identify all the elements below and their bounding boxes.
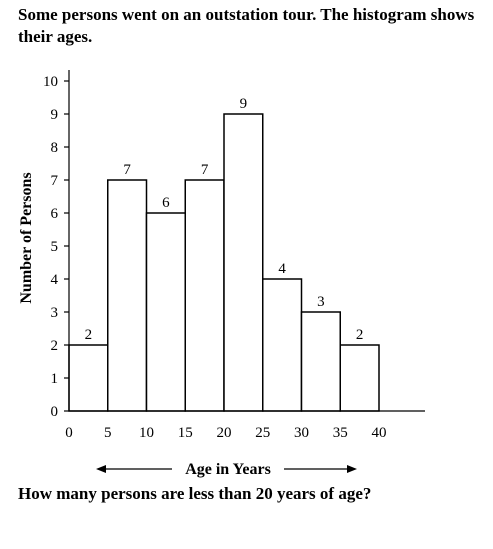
x-tick-label-5: 5: [104, 425, 112, 441]
question-prompt: How many persons are less than 20 years …: [18, 484, 372, 503]
bar-0-5: [68, 344, 109, 412]
x-tick-label-10: 10: [139, 425, 154, 441]
bar-10-15: [145, 212, 186, 412]
x-tick-label-15: 15: [178, 425, 193, 441]
y-tick-label-7: 7: [51, 173, 59, 189]
axes: [68, 70, 425, 412]
data-labels: 2 7 6 7 9 4 3 2: [85, 96, 364, 343]
y-tick-label-10: 10: [43, 74, 58, 90]
data-label-35-40: 2: [356, 327, 364, 343]
x-tick-labels: 0 5 10 15 20 25 30 35 40: [65, 425, 386, 441]
x-tick-label-30: 30: [294, 425, 309, 441]
bar-25-30: [262, 278, 303, 412]
x-tick-label-20: 20: [217, 425, 232, 441]
y-tick-label-4: 4: [51, 272, 59, 288]
x-axis-arrowhead-left: [96, 465, 106, 473]
bar-15-20: [184, 179, 225, 412]
x-axis-title: Age in Years: [185, 461, 271, 478]
y-tick-label-1: 1: [51, 371, 59, 387]
y-tick-label-9: 9: [51, 107, 59, 123]
y-tick-label-3: 3: [51, 305, 59, 321]
y-tick-label-0: 0: [51, 404, 59, 420]
data-label-15-20: 7: [201, 162, 209, 178]
y-tick-label-8: 8: [51, 140, 59, 156]
y-tick-label-2: 2: [51, 338, 59, 354]
data-label-25-30: 4: [278, 261, 286, 277]
bar-30-35: [300, 311, 341, 412]
histogram-bars: [68, 113, 380, 412]
bar-20-25: [223, 113, 264, 412]
x-tick-label-40: 40: [372, 425, 387, 441]
y-tick-label-6: 6: [51, 206, 59, 222]
data-label-5-10: 7: [123, 162, 131, 178]
data-label-10-15: 6: [162, 195, 170, 211]
bar-5-10: [107, 179, 148, 412]
data-label-30-35: 3: [317, 294, 325, 310]
x-tick-label-35: 35: [333, 425, 348, 441]
x-tick-label-25: 25: [255, 425, 270, 441]
data-label-20-25: 9: [240, 96, 248, 112]
x-axis-title-group: Age in Years: [96, 461, 357, 478]
y-axis-title: Number of Persons: [18, 172, 35, 303]
bar-35-40: [339, 344, 380, 412]
y-tick-labels: 0 1 2 3 4 5 6 7 8 9 10: [43, 74, 69, 420]
question-intro: Some persons went on an outstation tour.…: [18, 5, 475, 46]
data-label-0-5: 2: [85, 327, 93, 343]
x-tick-label-0: 0: [65, 425, 73, 441]
y-tick-label-5: 5: [51, 239, 59, 255]
x-axis-arrowhead-right: [347, 465, 357, 473]
